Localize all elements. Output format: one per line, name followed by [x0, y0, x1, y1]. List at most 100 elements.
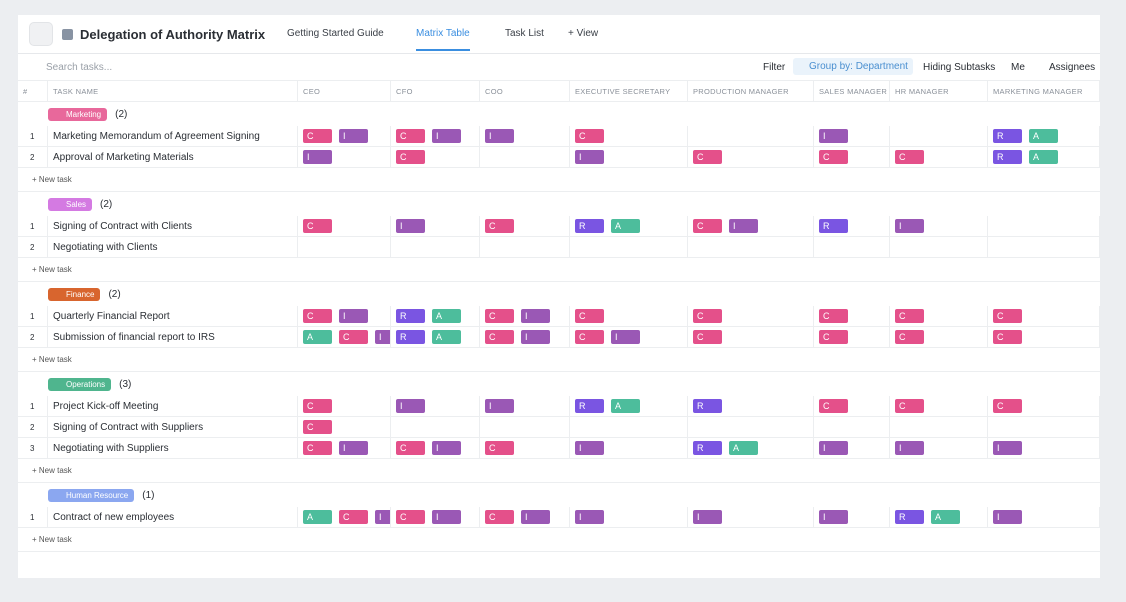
task-name[interactable]: Marketing Memorandum of Agreement Signin…	[53, 130, 260, 142]
group-label[interactable]: Finance	[48, 287, 101, 301]
raci-cell[interactable]: I	[988, 438, 1100, 458]
raci-cell[interactable]: I	[570, 147, 688, 167]
new-task-button[interactable]: + New task	[18, 459, 1100, 483]
raci-cell[interactable]: C	[480, 216, 570, 236]
task-row[interactable]: 1 Project Kick-off Meeting C I I R A R C C C	[18, 396, 1100, 417]
raci-cell[interactable]: C	[298, 417, 391, 437]
task-name[interactable]: Negotiating with Suppliers	[53, 442, 169, 454]
raci-cell[interactable]	[988, 417, 1100, 437]
raci-cell[interactable]	[480, 417, 570, 437]
raci-cell[interactable]: C	[688, 147, 814, 167]
raci-cell[interactable]: I	[570, 507, 688, 527]
task-name[interactable]: Signing of Contract with Suppliers	[53, 421, 204, 433]
task-name[interactable]: Contract of new employees	[53, 511, 175, 523]
subtasks-button[interactable]: Hiding Subtasks	[923, 62, 996, 73]
raci-cell[interactable]: C	[890, 147, 988, 167]
raci-cell[interactable]	[391, 237, 480, 257]
raci-cell[interactable]	[688, 417, 814, 437]
raci-cell[interactable]: I	[814, 507, 890, 527]
task-name[interactable]: Signing of Contract with Clients	[53, 220, 192, 232]
raci-cell[interactable]: C	[890, 327, 988, 347]
raci-cell[interactable]: C	[391, 147, 480, 167]
raci-cell[interactable]: I	[480, 126, 570, 146]
raci-cell[interactable]: I	[688, 507, 814, 527]
raci-cell[interactable]: C	[814, 327, 890, 347]
raci-cell[interactable]	[814, 417, 890, 437]
raci-cell[interactable]: R	[814, 216, 890, 236]
filter-button[interactable]: Filter	[763, 62, 786, 73]
view-tab[interactable]: Matrix Table	[416, 28, 470, 51]
raci-cell[interactable]	[480, 147, 570, 167]
raci-cell[interactable]	[890, 417, 988, 437]
raci-cell[interactable]: C	[814, 396, 890, 416]
raci-cell[interactable]: C	[570, 126, 688, 146]
raci-cell[interactable]: I	[570, 438, 688, 458]
raci-cell[interactable]: C	[988, 327, 1100, 347]
raci-cell[interactable]: C	[988, 306, 1100, 326]
task-name[interactable]: Project Kick-off Meeting	[53, 400, 159, 412]
raci-cell[interactable]	[988, 216, 1100, 236]
raci-cell[interactable]: C	[688, 306, 814, 326]
view-tab[interactable]: Getting Started Guide	[287, 28, 384, 39]
raci-cell[interactable]: R	[688, 396, 814, 416]
task-name[interactable]: Approval of Marketing Materials	[53, 151, 194, 163]
task-name[interactable]: Submission of financial report to IRS	[53, 331, 215, 343]
raci-cell[interactable]: I	[391, 216, 480, 236]
raci-cell[interactable]: C	[688, 327, 814, 347]
task-row[interactable]: 2 Submission of financial report to IRS A C…	[18, 327, 1100, 348]
assignees-button[interactable]: Assignees	[1049, 62, 1096, 73]
search-placeholder[interactable]: Search tasks...	[46, 62, 113, 73]
raci-cell[interactable]: I	[391, 396, 480, 416]
raci-cell[interactable]	[814, 237, 890, 257]
raci-cell[interactable]	[688, 237, 814, 257]
raci-cell[interactable]: I	[298, 147, 391, 167]
raci-cell[interactable]: C	[298, 396, 391, 416]
task-row[interactable]: 1 Signing of Contract with Clients C I C R A C I…	[18, 216, 1100, 237]
task-row[interactable]: 2 Approval of Marketing Materials I C I C C C R A	[18, 147, 1100, 168]
raci-cell[interactable]	[570, 417, 688, 437]
task-row[interactable]: 3 Negotiating with Suppliers C I C I C I R A I I I	[18, 438, 1100, 459]
view-tab[interactable]: Task List	[505, 28, 544, 39]
raci-cell[interactable]: I	[890, 216, 988, 236]
raci-cell[interactable]: I	[890, 438, 988, 458]
raci-cell[interactable]	[890, 237, 988, 257]
raci-cell[interactable]	[688, 126, 814, 146]
view-tab[interactable]: + View	[568, 28, 599, 39]
raci-cell[interactable]: I	[480, 396, 570, 416]
raci-cell[interactable]	[391, 417, 480, 437]
task-name[interactable]: Quarterly Financial Report	[53, 310, 170, 322]
raci-cell[interactable]	[988, 237, 1100, 257]
raci-cell[interactable]: C	[890, 306, 988, 326]
raci-cell[interactable]: C	[480, 438, 570, 458]
group-label[interactable]: Human Resource	[48, 488, 135, 502]
task-row[interactable]: 1 Marketing Memorandum of Agreement Signi…	[18, 126, 1100, 147]
task-row[interactable]: 1 Contract of new employees A C I C I C I I I I R A I	[18, 507, 1100, 528]
raci-cell[interactable]: I	[988, 507, 1100, 527]
me-button[interactable]: Me	[1011, 62, 1025, 73]
new-task-button[interactable]: + New task	[18, 258, 1100, 282]
raci-cell[interactable]	[298, 237, 391, 257]
task-row[interactable]: 2 Negotiating with Clients	[18, 237, 1100, 258]
task-row[interactable]: 2 Signing of Contract with Suppliers C	[18, 417, 1100, 438]
new-task-button[interactable]: + New task	[18, 528, 1100, 552]
raci-cell[interactable]: C	[890, 396, 988, 416]
